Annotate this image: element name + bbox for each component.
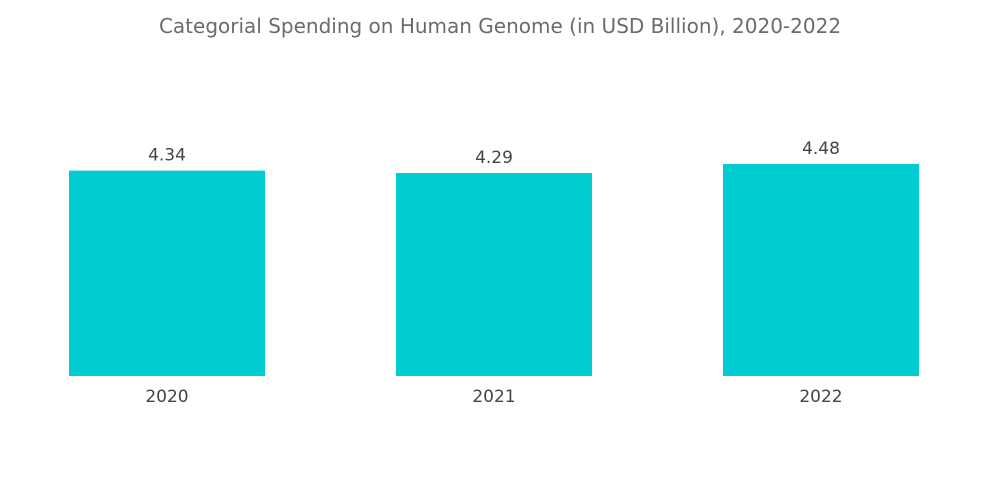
value-label-2022: 4.48 bbox=[802, 139, 840, 159]
category-labels-group: 2020 2021 2022 bbox=[145, 387, 842, 407]
bar-2021 bbox=[396, 172, 592, 376]
value-labels-group: 4.34 4.29 4.48 bbox=[148, 139, 840, 168]
category-label-2021: 2021 bbox=[472, 387, 515, 407]
bar-2020 bbox=[69, 170, 265, 376]
bar-2022 bbox=[723, 164, 919, 376]
category-label-2020: 2020 bbox=[145, 387, 188, 407]
bars-group bbox=[69, 164, 919, 376]
value-label-2021: 4.29 bbox=[475, 148, 513, 168]
chart-title: Categorial Spending on Human Genome (in … bbox=[158, 14, 842, 38]
category-label-2022: 2022 bbox=[799, 387, 842, 407]
value-label-2020: 4.34 bbox=[148, 146, 186, 166]
